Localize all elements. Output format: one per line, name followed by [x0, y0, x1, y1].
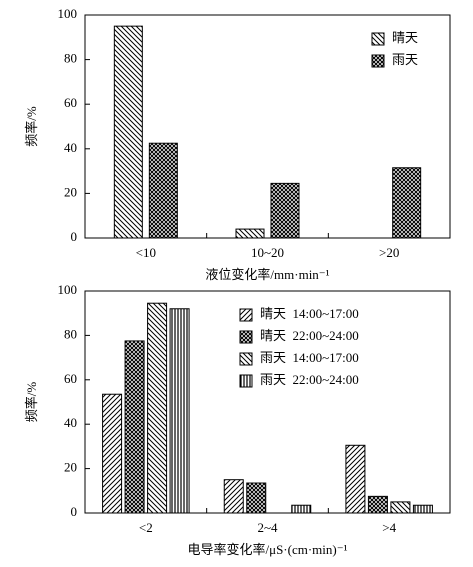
y-tick-label: 20 [64, 460, 77, 475]
y-tick-label: 40 [64, 415, 77, 430]
y-tick-label: 100 [58, 6, 78, 21]
y-tick-label: 20 [64, 184, 77, 199]
bar [148, 142, 178, 239]
legend-swatch [239, 352, 253, 366]
bar [392, 167, 422, 239]
bar [113, 25, 143, 239]
legend-swatch [239, 308, 253, 322]
x-tick-label: 2~4 [257, 520, 278, 535]
legend-label: 晴天 14:00~17:00 [260, 306, 359, 321]
y-tick-label: 100 [58, 282, 78, 297]
bar [147, 302, 168, 514]
bar [246, 482, 267, 514]
legend-swatch [371, 54, 385, 68]
legend-label: 雨天 14:00~17:00 [260, 350, 359, 365]
y-tick-label: 40 [64, 140, 77, 155]
y-axis-label: 频率/% [24, 106, 39, 147]
bar [367, 495, 388, 514]
plot-frame [84, 290, 451, 514]
bar [412, 504, 433, 514]
y-axis-label: 频率/% [24, 382, 39, 423]
bar [345, 444, 366, 514]
x-tick-label: >20 [379, 245, 399, 260]
legend-label: 晴天 22:00~24:00 [260, 328, 359, 343]
x-axis-label: 液位变化率/mm·min⁻¹ [205, 267, 329, 282]
x-tick-label: <10 [136, 245, 156, 260]
bar [270, 182, 300, 239]
legend-swatch [239, 330, 253, 344]
x-tick-label: >4 [382, 520, 396, 535]
bar [102, 393, 123, 514]
legend-swatch [371, 32, 385, 46]
x-tick-label: 10~20 [251, 245, 284, 260]
bar [291, 504, 312, 514]
bar [124, 340, 145, 514]
y-tick-label: 60 [64, 95, 77, 110]
y-tick-label: 80 [64, 51, 77, 66]
legend-label: 雨天 [392, 52, 418, 67]
bar [223, 479, 244, 514]
plot-frame [84, 14, 451, 239]
y-tick-label: 80 [64, 326, 77, 341]
bar [169, 308, 190, 514]
bar [235, 228, 265, 239]
legend-label: 晴天 [392, 30, 418, 45]
legend-swatch [239, 374, 253, 388]
legend-label: 雨天 22:00~24:00 [260, 372, 359, 387]
x-tick-label: <2 [139, 520, 153, 535]
bar [390, 501, 411, 514]
x-axis-label: 电导率变化率/μS·(cm·min)⁻¹ [188, 542, 348, 557]
y-tick-label: 0 [71, 504, 78, 519]
y-tick-label: 0 [71, 229, 78, 244]
y-tick-label: 60 [64, 371, 77, 386]
